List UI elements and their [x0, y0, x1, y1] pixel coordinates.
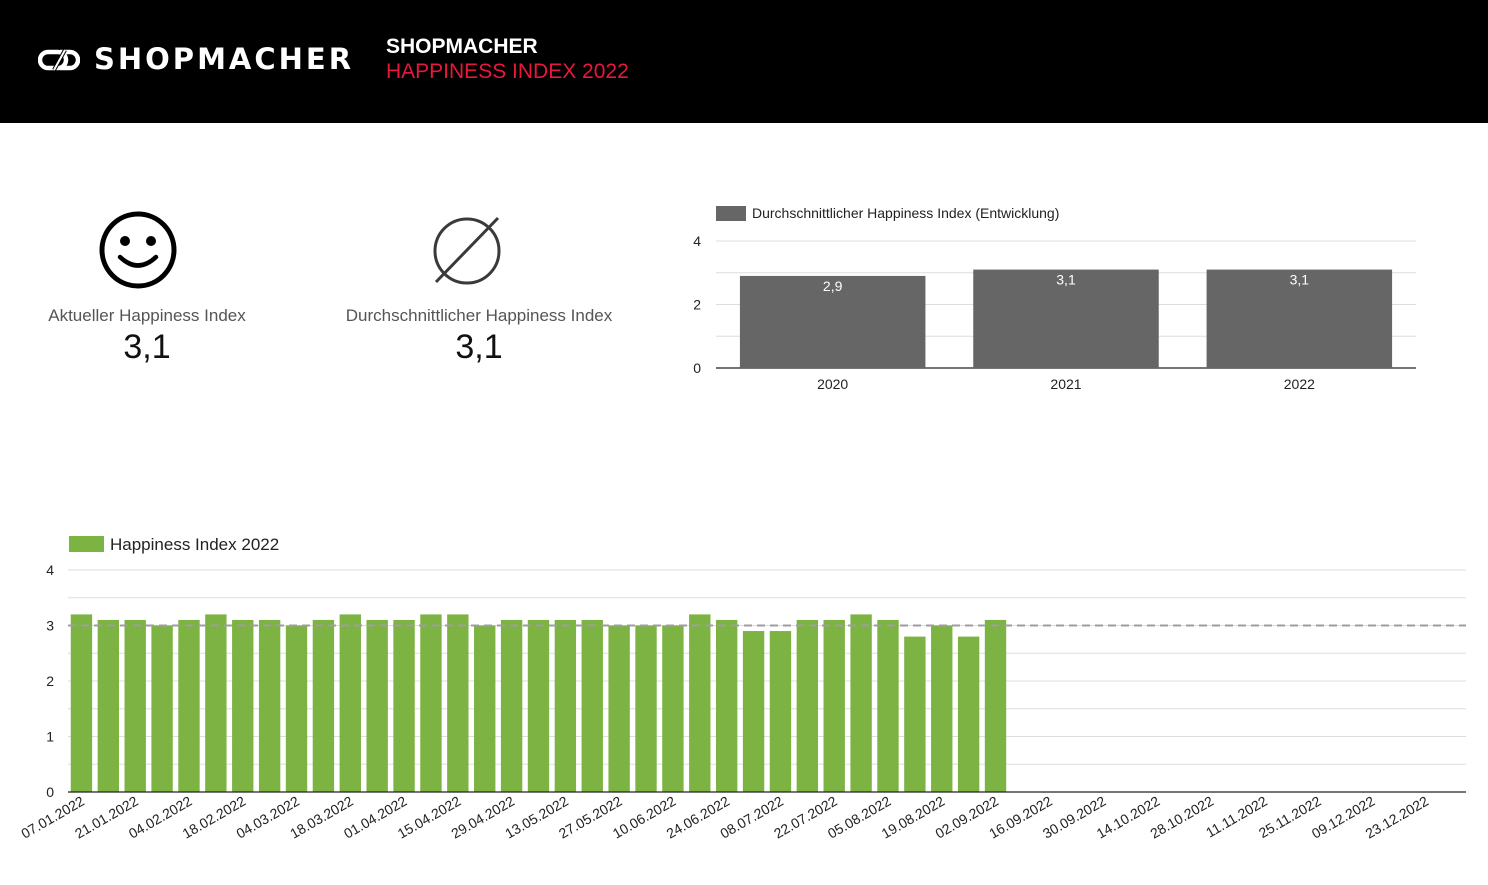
- kpi-average-index: Durchschnittlicher Happiness Index 3,1: [330, 306, 628, 367]
- y-tick-label: 2: [693, 297, 701, 313]
- bar: [339, 614, 361, 792]
- bar: [715, 619, 738, 792]
- bar: [393, 619, 415, 792]
- logo-text: SHOPMACHER: [94, 42, 355, 76]
- bar: [447, 614, 469, 792]
- x-tick-label: 2020: [817, 376, 848, 392]
- bar: [124, 619, 146, 792]
- shopmacher-logo-icon: [38, 49, 80, 71]
- bar: [232, 619, 254, 792]
- bar: [151, 625, 173, 792]
- page-subtitle: HAPPINESS INDEX 2022: [386, 60, 629, 83]
- y-tick-label: 0: [693, 360, 701, 376]
- average-symbol-icon: [433, 216, 501, 285]
- data-label: 2,9: [823, 278, 843, 294]
- bar: [973, 269, 1159, 368]
- bar: [285, 625, 308, 792]
- bar: [1206, 269, 1393, 368]
- bar: [205, 614, 227, 792]
- y-tick-label: 4: [693, 233, 701, 249]
- bar: [581, 619, 603, 792]
- bar: [366, 619, 388, 792]
- legend-swatch: [69, 536, 104, 552]
- bar: [689, 614, 711, 792]
- bar: [742, 631, 765, 792]
- header-bar: SHOPMACHER SHOPMACHER HAPPINESS INDEX 20…: [0, 0, 1488, 123]
- data-label: 3,1: [1056, 272, 1076, 288]
- kpi-value: 3,1: [455, 328, 503, 366]
- y-tick-label: 2: [46, 673, 54, 689]
- data-label: 3,1: [1290, 272, 1310, 288]
- bar: [474, 625, 496, 792]
- bar: [823, 619, 845, 792]
- title-block: SHOPMACHER HAPPINESS INDEX 2022: [386, 35, 629, 85]
- legend-label: Durchschnittlicher Happiness Index (Entw…: [752, 205, 1059, 221]
- x-tick-label: 2022: [1284, 376, 1315, 392]
- page-title: SHOPMACHER: [386, 35, 538, 58]
- bar: [769, 631, 792, 792]
- bar: [527, 619, 550, 792]
- legend-swatch: [716, 206, 746, 221]
- bar: [554, 619, 577, 792]
- bar: [178, 619, 200, 792]
- bar: [957, 636, 980, 792]
- kpi-label: Durchschnittlicher Happiness Index: [345, 306, 613, 325]
- bar: [877, 619, 899, 792]
- y-tick-label: 3: [46, 618, 54, 634]
- x-tick-label: 2021: [1050, 376, 1081, 392]
- kpi-value: 3,1: [123, 328, 171, 366]
- bar: [739, 275, 926, 368]
- kpi-current-index: Aktueller Happiness Index 3,1: [20, 306, 274, 367]
- bar: [635, 625, 657, 792]
- legend-label: Happiness Index 2022: [110, 535, 279, 554]
- bar: [931, 625, 953, 792]
- bar: [662, 625, 684, 792]
- bar: [984, 619, 1007, 792]
- bar: [850, 614, 872, 792]
- bar: [97, 619, 120, 792]
- bar: [258, 619, 281, 792]
- bar: [500, 619, 523, 792]
- bar: [420, 614, 442, 792]
- bar: [796, 619, 819, 792]
- bar: [312, 619, 335, 792]
- bar: [904, 636, 926, 792]
- y-tick-label: 4: [46, 562, 54, 578]
- bar: [608, 625, 630, 792]
- y-tick-label: 0: [46, 784, 54, 800]
- y-tick-label: 1: [46, 729, 54, 745]
- bar: [70, 614, 93, 792]
- smiley-icon: [99, 211, 177, 289]
- kpi-label: Aktueller Happiness Index: [48, 306, 246, 325]
